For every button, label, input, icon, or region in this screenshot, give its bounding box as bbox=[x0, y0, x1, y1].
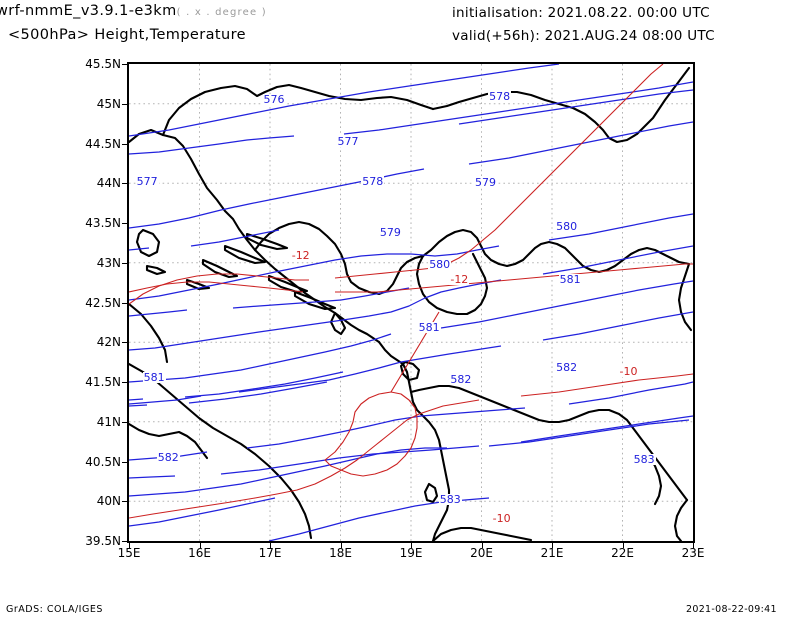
x-axis-tick bbox=[411, 543, 412, 548]
chart-header: wrf-nmmE_v3.9.1-e3km( . x . degree ) <50… bbox=[0, 0, 800, 52]
footer-credit: GrADS: COLA/IGES bbox=[6, 604, 103, 615]
y-axis-label: 40.5N bbox=[85, 454, 121, 469]
y-axis-tick bbox=[122, 143, 127, 145]
y-axis-tick bbox=[122, 103, 127, 105]
x-axis-label: 17E bbox=[258, 546, 282, 560]
temperature-contour-label: -10 bbox=[618, 365, 639, 379]
x-axis-label: 23E bbox=[681, 546, 705, 560]
height-contour-label: 583 bbox=[438, 492, 462, 506]
y-axis-label: 43.5N bbox=[85, 216, 121, 230]
x-axis-label: 16E bbox=[188, 546, 211, 560]
x-axis-tick bbox=[199, 543, 201, 548]
y-axis-label: 42N bbox=[96, 335, 121, 350]
y-axis-tick bbox=[122, 541, 127, 542]
y-axis-label: 43N bbox=[96, 255, 121, 270]
y-axis-label: 45.5N bbox=[85, 57, 121, 71]
x-axis-tick bbox=[340, 543, 342, 548]
temperature-contour-layer bbox=[129, 64, 693, 519]
x-axis-tick bbox=[552, 543, 553, 548]
x-axis-label: 18E bbox=[329, 546, 352, 560]
y-axis-label: 39.5N bbox=[85, 534, 121, 548]
map-plot-area bbox=[129, 64, 693, 541]
model-name: wrf-nmmE_v3.9.1-e3km bbox=[0, 3, 177, 19]
temperature-contour-label: -12 bbox=[290, 249, 311, 263]
field-line: <500hPa> Height,Temperature bbox=[8, 27, 246, 43]
footer-timestamp: 2021-08-22-09:41 bbox=[686, 604, 777, 615]
y-axis-tick bbox=[122, 461, 127, 463]
y-axis-tick bbox=[122, 183, 127, 185]
height-contour-label: 581 bbox=[142, 371, 166, 385]
temperature-contour-label: -10 bbox=[491, 511, 512, 525]
y-axis-label: 41.5N bbox=[85, 375, 121, 389]
model-resolution: ( . x . degree ) bbox=[176, 7, 267, 18]
y-axis-tick bbox=[122, 501, 127, 503]
y-axis-tick bbox=[122, 262, 127, 264]
x-axis-label: 19E bbox=[399, 546, 423, 560]
y-axis-tick bbox=[122, 223, 127, 224]
height-contour-label: 580 bbox=[555, 219, 579, 233]
x-axis-label: 15E bbox=[117, 546, 141, 560]
height-contour-label: 581 bbox=[417, 320, 441, 334]
y-axis-tick bbox=[122, 382, 127, 383]
x-axis-tick bbox=[622, 543, 624, 548]
x-axis-tick bbox=[270, 543, 271, 548]
height-contour-label: 576 bbox=[262, 92, 286, 106]
x-axis-label: 21E bbox=[540, 546, 564, 560]
coastline-layer bbox=[129, 66, 693, 541]
height-contour-label: 583 bbox=[632, 452, 656, 466]
x-axis-tick bbox=[693, 543, 694, 548]
height-contour-label: 582 bbox=[156, 450, 180, 464]
y-axis-tick bbox=[122, 421, 127, 423]
map-plot-frame bbox=[127, 62, 695, 543]
y-axis-label: 42.5N bbox=[85, 295, 121, 310]
height-contour-label: 581 bbox=[558, 273, 582, 287]
y-axis-label: 44N bbox=[96, 176, 121, 191]
height-contour-label: 582 bbox=[555, 361, 579, 375]
x-axis-tick bbox=[481, 543, 483, 548]
y-axis-label: 41N bbox=[96, 414, 121, 429]
x-axis-label: 20E bbox=[470, 546, 493, 560]
height-contour-layer bbox=[129, 64, 693, 541]
y-axis-label: 44.5N bbox=[85, 136, 121, 151]
height-contour-label: 577 bbox=[336, 134, 360, 148]
height-contour-label: 579 bbox=[474, 176, 498, 190]
y-axis-tick bbox=[122, 64, 127, 65]
height-contour-label: 579 bbox=[378, 225, 402, 239]
y-axis-label: 40N bbox=[96, 494, 121, 509]
model-name-line: wrf-nmmE_v3.9.1-e3km( . x . degree ) bbox=[0, 3, 267, 19]
y-axis-tick bbox=[122, 302, 127, 304]
x-axis-tick bbox=[129, 543, 130, 548]
height-contour-label: 577 bbox=[135, 174, 159, 188]
x-axis-label: 22E bbox=[611, 546, 634, 560]
height-contour-label: 582 bbox=[449, 373, 473, 387]
height-contour-label: 578 bbox=[361, 174, 385, 188]
y-axis-label: 45N bbox=[96, 96, 121, 111]
height-contour-label: 580 bbox=[428, 258, 452, 272]
initialisation-time: initialisation: 2021.08.22. 00:00 UTC bbox=[452, 5, 710, 21]
y-axis-tick bbox=[122, 342, 127, 344]
valid-time: valid(+56h): 2021.AUG.24 08:00 UTC bbox=[452, 28, 715, 44]
height-contour-label: 578 bbox=[488, 90, 512, 104]
temperature-contour-label: -12 bbox=[449, 273, 470, 287]
